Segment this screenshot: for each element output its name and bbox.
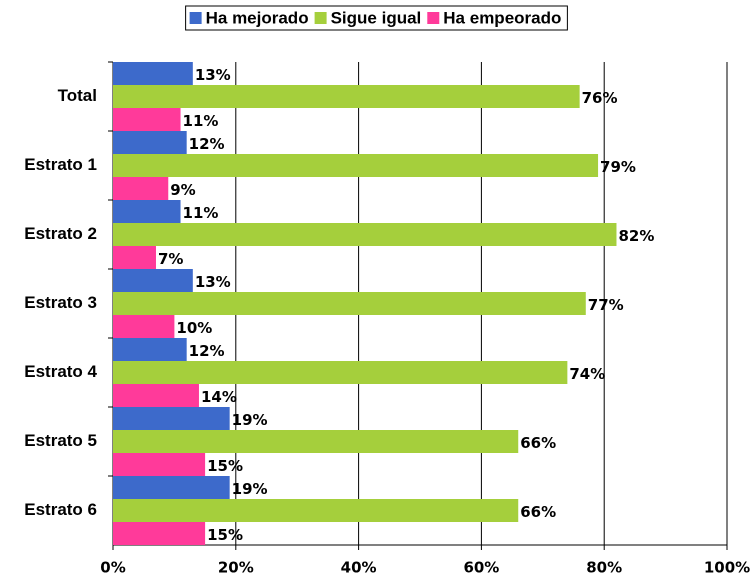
- x-tick-label: 40%: [341, 559, 377, 577]
- bar: [113, 154, 599, 177]
- value-label: 7%: [158, 250, 183, 268]
- bar: [113, 453, 206, 476]
- value-label: 10%: [176, 319, 212, 337]
- value-label: 9%: [170, 181, 195, 199]
- x-tick-label: 60%: [463, 559, 499, 577]
- x-tick-label: 80%: [586, 559, 622, 577]
- category-label: Total: [58, 86, 97, 105]
- bar: [113, 85, 580, 108]
- bar: [113, 131, 187, 154]
- x-tick-label: 100%: [704, 559, 750, 577]
- value-label: 76%: [582, 89, 618, 107]
- bar: [113, 177, 169, 200]
- bar: [113, 476, 230, 499]
- value-label: 13%: [195, 66, 231, 84]
- legend-label: Ha empeorado: [443, 8, 561, 27]
- value-label: 66%: [520, 434, 556, 452]
- value-label: 11%: [183, 112, 219, 130]
- legend-box: [185, 5, 568, 31]
- value-label: 15%: [207, 457, 243, 475]
- legend-label: Sigue igual: [331, 8, 422, 27]
- x-tick-label: 20%: [218, 559, 254, 577]
- bar: [113, 407, 230, 430]
- bar: [113, 361, 568, 384]
- value-label: 79%: [600, 158, 636, 176]
- x-tick-label: 0%: [100, 559, 125, 577]
- bar: [113, 522, 206, 545]
- bar: [113, 292, 586, 315]
- bar: [113, 315, 175, 338]
- category-label: Estrato 2: [24, 224, 97, 243]
- value-label: 12%: [189, 135, 225, 153]
- bar: [113, 384, 199, 407]
- legend-swatch: [314, 12, 327, 24]
- value-label: 77%: [588, 296, 624, 314]
- legend-swatch: [427, 12, 440, 24]
- bar: [113, 223, 617, 246]
- bar: [113, 108, 181, 131]
- value-label: 19%: [232, 480, 268, 498]
- bar: [113, 246, 156, 269]
- bar: [113, 62, 193, 85]
- legend-label: Ha mejorado: [206, 8, 309, 27]
- value-label: 13%: [195, 273, 231, 291]
- legend-swatch: [189, 12, 202, 24]
- bar: [113, 200, 181, 223]
- value-label: 15%: [207, 526, 243, 544]
- bar: [113, 338, 187, 361]
- bar: [113, 430, 519, 453]
- bar: [113, 499, 519, 522]
- category-label: Estrato 1: [24, 155, 97, 174]
- category-label: Estrato 6: [24, 500, 97, 519]
- value-label: 11%: [183, 204, 219, 222]
- category-label: Estrato 5: [24, 431, 97, 450]
- category-label: Estrato 4: [24, 362, 97, 381]
- value-label: 66%: [520, 503, 556, 521]
- value-label: 19%: [232, 411, 268, 429]
- value-label: 74%: [569, 365, 605, 383]
- value-label: 12%: [189, 342, 225, 360]
- bar: [113, 269, 193, 292]
- value-label: 82%: [618, 227, 654, 245]
- value-label: 14%: [201, 388, 237, 406]
- category-label: Estrato 3: [24, 293, 97, 312]
